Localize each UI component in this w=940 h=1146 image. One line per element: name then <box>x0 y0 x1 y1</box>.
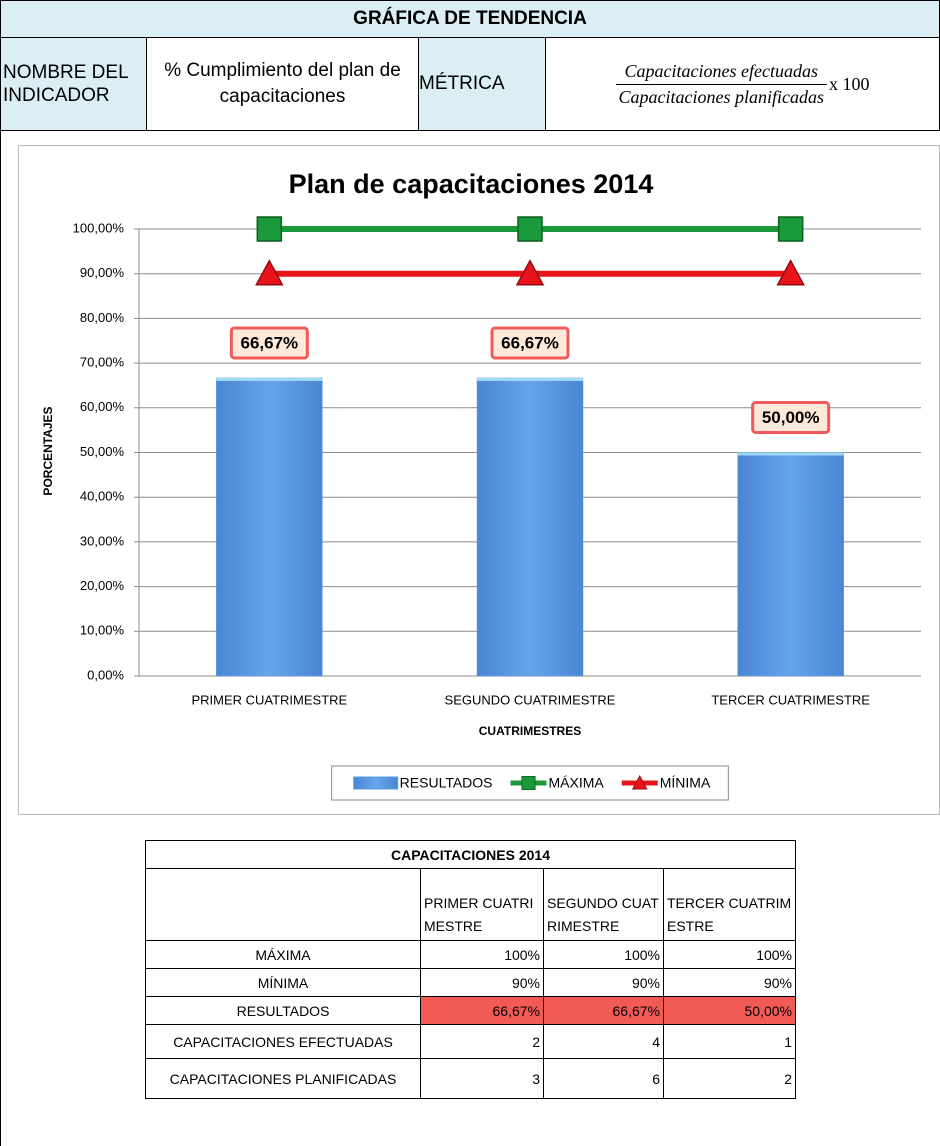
y-tick-label: 70,00% <box>80 355 125 370</box>
table-cell: 90% <box>420 968 544 997</box>
y-tick-label: 60,00% <box>80 399 125 414</box>
legend-label: RESULTADOS <box>400 775 493 791</box>
data-label: 50,00% <box>762 408 820 427</box>
data-label: 66,67% <box>240 333 298 352</box>
table-cell: 100% <box>663 940 796 969</box>
metric-label: MÉTRICA <box>418 37 546 131</box>
x-tick-label: TERCER CUATRIMESTRE <box>711 692 870 707</box>
table-cell: 90% <box>543 968 664 997</box>
y-tick-label: 100,00% <box>73 220 125 235</box>
data-label: 66,67% <box>501 333 559 352</box>
table-corner <box>145 868 421 941</box>
y-tick-label: 20,00% <box>80 578 125 593</box>
data-label-box <box>229 326 309 360</box>
y-tick-label: 0,00% <box>87 667 124 682</box>
legend-marker <box>521 775 536 791</box>
bar-top <box>737 452 844 456</box>
bar <box>216 377 323 677</box>
chart: Plan de capacitaciones 2014 0,00% 10,00% 20… <box>41 169 921 801</box>
legend-marker <box>631 774 648 790</box>
chart-title: Plan de capacitaciones 2014 <box>289 169 654 199</box>
marker <box>256 216 283 242</box>
factor: x 100 <box>828 73 870 94</box>
page-border <box>0 130 1 1146</box>
indicator-label: NOMBRE DEL INDICADOR <box>0 37 147 131</box>
legend-swatch <box>353 776 399 790</box>
marker <box>631 774 648 790</box>
table-cell: 4 <box>543 1024 664 1059</box>
row-label: MÍNIMA <box>145 968 421 997</box>
bar <box>476 377 584 677</box>
y-tick-label: 90,00% <box>80 265 125 280</box>
y-tick-label: 30,00% <box>80 533 125 548</box>
x-axis-label: CUATRIMESTRES <box>479 724 581 738</box>
legend: RESULTADOS MÁXIMA MÍNIMA <box>331 765 729 801</box>
chart-box: Plan de capacitaciones 2014 0,00% 10,00% 20… <box>18 145 940 815</box>
table-cell: 1 <box>663 1024 796 1059</box>
table-cell: 3 <box>420 1058 544 1099</box>
row-label: RESULTADOS <box>145 996 421 1025</box>
denominator: Capacitaciones planificadas <box>615 83 827 108</box>
table-cell: 50,00% <box>663 996 796 1025</box>
formula: Capacitaciones efectuadas Capacitaciones… <box>615 60 870 108</box>
data-label-box <box>751 401 831 434</box>
indicator: % Cumplimiento del plan de capacitacione… <box>146 37 419 131</box>
data-label-box <box>490 326 570 360</box>
table-cell: 2 <box>663 1058 796 1099</box>
legend-label: MÁXIMA <box>549 775 605 791</box>
table-cell: 90% <box>663 968 796 997</box>
x-tick-label: SEGUNDO CUATRIMESTRE <box>445 692 616 707</box>
marker <box>521 775 536 791</box>
marker <box>515 259 545 286</box>
bar-top <box>216 377 323 381</box>
y-tick-label: 40,00% <box>80 489 125 504</box>
table-cell: 100% <box>420 940 544 969</box>
page-title: GRÁFICA DE TENDENCIA <box>0 0 940 38</box>
marker <box>776 259 805 286</box>
row-label: CAPACITACIONES EFECTUADAS <box>145 1024 421 1059</box>
y-tick-label: 10,00% <box>80 623 125 638</box>
column-header: PRIMER CUATRIMESTRE <box>420 868 544 941</box>
table-cell: 66,67% <box>543 996 664 1025</box>
marker <box>777 216 804 242</box>
y-axis-label: PORCENTAJES <box>41 406 55 495</box>
y-tick-label: 80,00% <box>80 310 125 325</box>
row-label: MÁXIMA <box>145 940 421 969</box>
y-tick-label: 50,00% <box>80 444 125 459</box>
legend-label: MÍNIMA <box>660 775 711 791</box>
bar <box>737 452 844 677</box>
marker <box>517 216 543 242</box>
row-label: CAPACITACIONES PLANIFICADAS <box>145 1058 421 1099</box>
bar-top <box>477 377 583 381</box>
column-header: TERCER CUATRIMESTRE <box>663 868 796 941</box>
fraction: Capacitaciones efectuadas Capacitaciones… <box>615 60 827 108</box>
metric-formula: Capacitaciones efectuadas Capacitaciones… <box>545 37 940 131</box>
table-cell: 100% <box>543 940 664 969</box>
numerator: Capacitaciones efectuadas <box>624 60 818 81</box>
table-cell: 66,67% <box>420 996 544 1025</box>
table-cell: 6 <box>543 1058 664 1099</box>
marker <box>255 259 284 286</box>
table-title: CAPACITACIONES 2014 <box>145 840 796 869</box>
table-cell: 2 <box>420 1024 544 1059</box>
x-tick-label: PRIMER CUATRIMESTRE <box>191 692 347 707</box>
column-header: SEGUNDO CUATRIMESTRE <box>543 868 664 941</box>
